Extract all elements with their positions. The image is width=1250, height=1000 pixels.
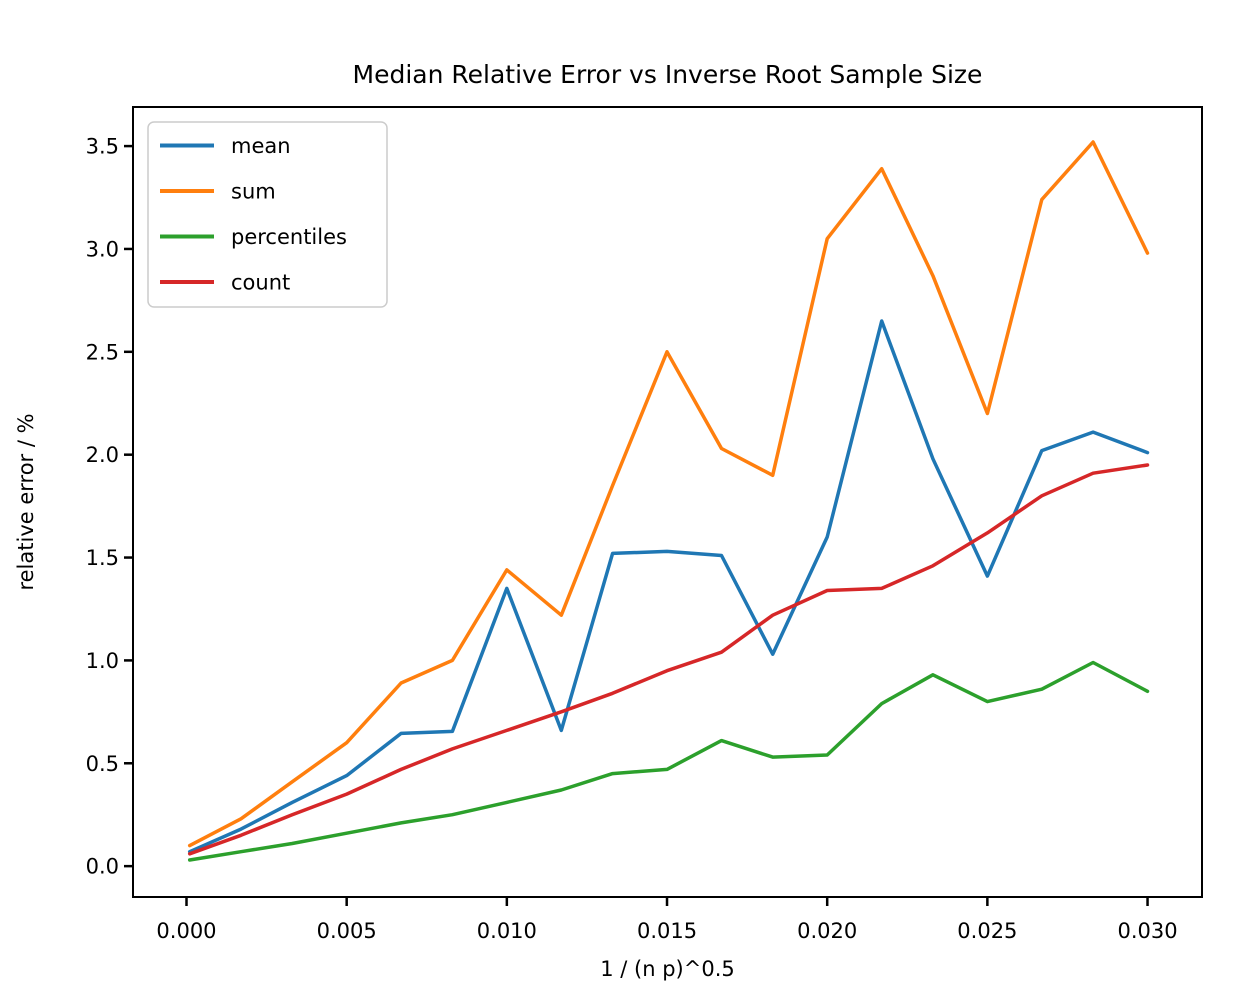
legend-box bbox=[147, 121, 388, 308]
y-tick-label: 0.5 bbox=[86, 752, 119, 776]
y-tick-label: 1.5 bbox=[86, 546, 119, 570]
x-tick-label: 0.010 bbox=[477, 919, 537, 943]
x-tick-label: 0.025 bbox=[957, 919, 1017, 943]
series-line-percentiles bbox=[187, 660, 1150, 862]
y-tick-label: 0.0 bbox=[86, 855, 119, 879]
legend-label-count: count bbox=[231, 271, 290, 295]
x-axis-label: 1 / (n p)^0.5 bbox=[600, 957, 734, 981]
legend-label-mean: mean bbox=[231, 134, 291, 158]
chart-title: Median Relative Error vs Inverse Root Sa… bbox=[352, 60, 983, 89]
y-tick-label: 2.5 bbox=[86, 340, 119, 364]
legend-label-sum: sum bbox=[231, 180, 276, 204]
y-tick-label: 3.5 bbox=[86, 135, 119, 159]
y-tick-label: 2.0 bbox=[86, 443, 119, 467]
x-tick-label: 0.015 bbox=[637, 919, 697, 943]
series-line-sum bbox=[187, 140, 1150, 848]
x-tick-label: 0.030 bbox=[1117, 919, 1177, 943]
y-axis-label: relative error / % bbox=[14, 413, 38, 590]
x-tick-label: 0.020 bbox=[797, 919, 857, 943]
y-tick-label: 3.0 bbox=[86, 237, 119, 261]
series-line-count bbox=[187, 463, 1150, 856]
x-tick-label: 0.005 bbox=[317, 919, 377, 943]
y-tick-label: 1.0 bbox=[86, 649, 119, 673]
legend: mean sum percentiles count bbox=[147, 121, 388, 308]
legend-label-percentiles: percentiles bbox=[231, 225, 347, 249]
series-line-mean bbox=[187, 319, 1150, 854]
x-tick-label: 0.000 bbox=[156, 919, 216, 943]
